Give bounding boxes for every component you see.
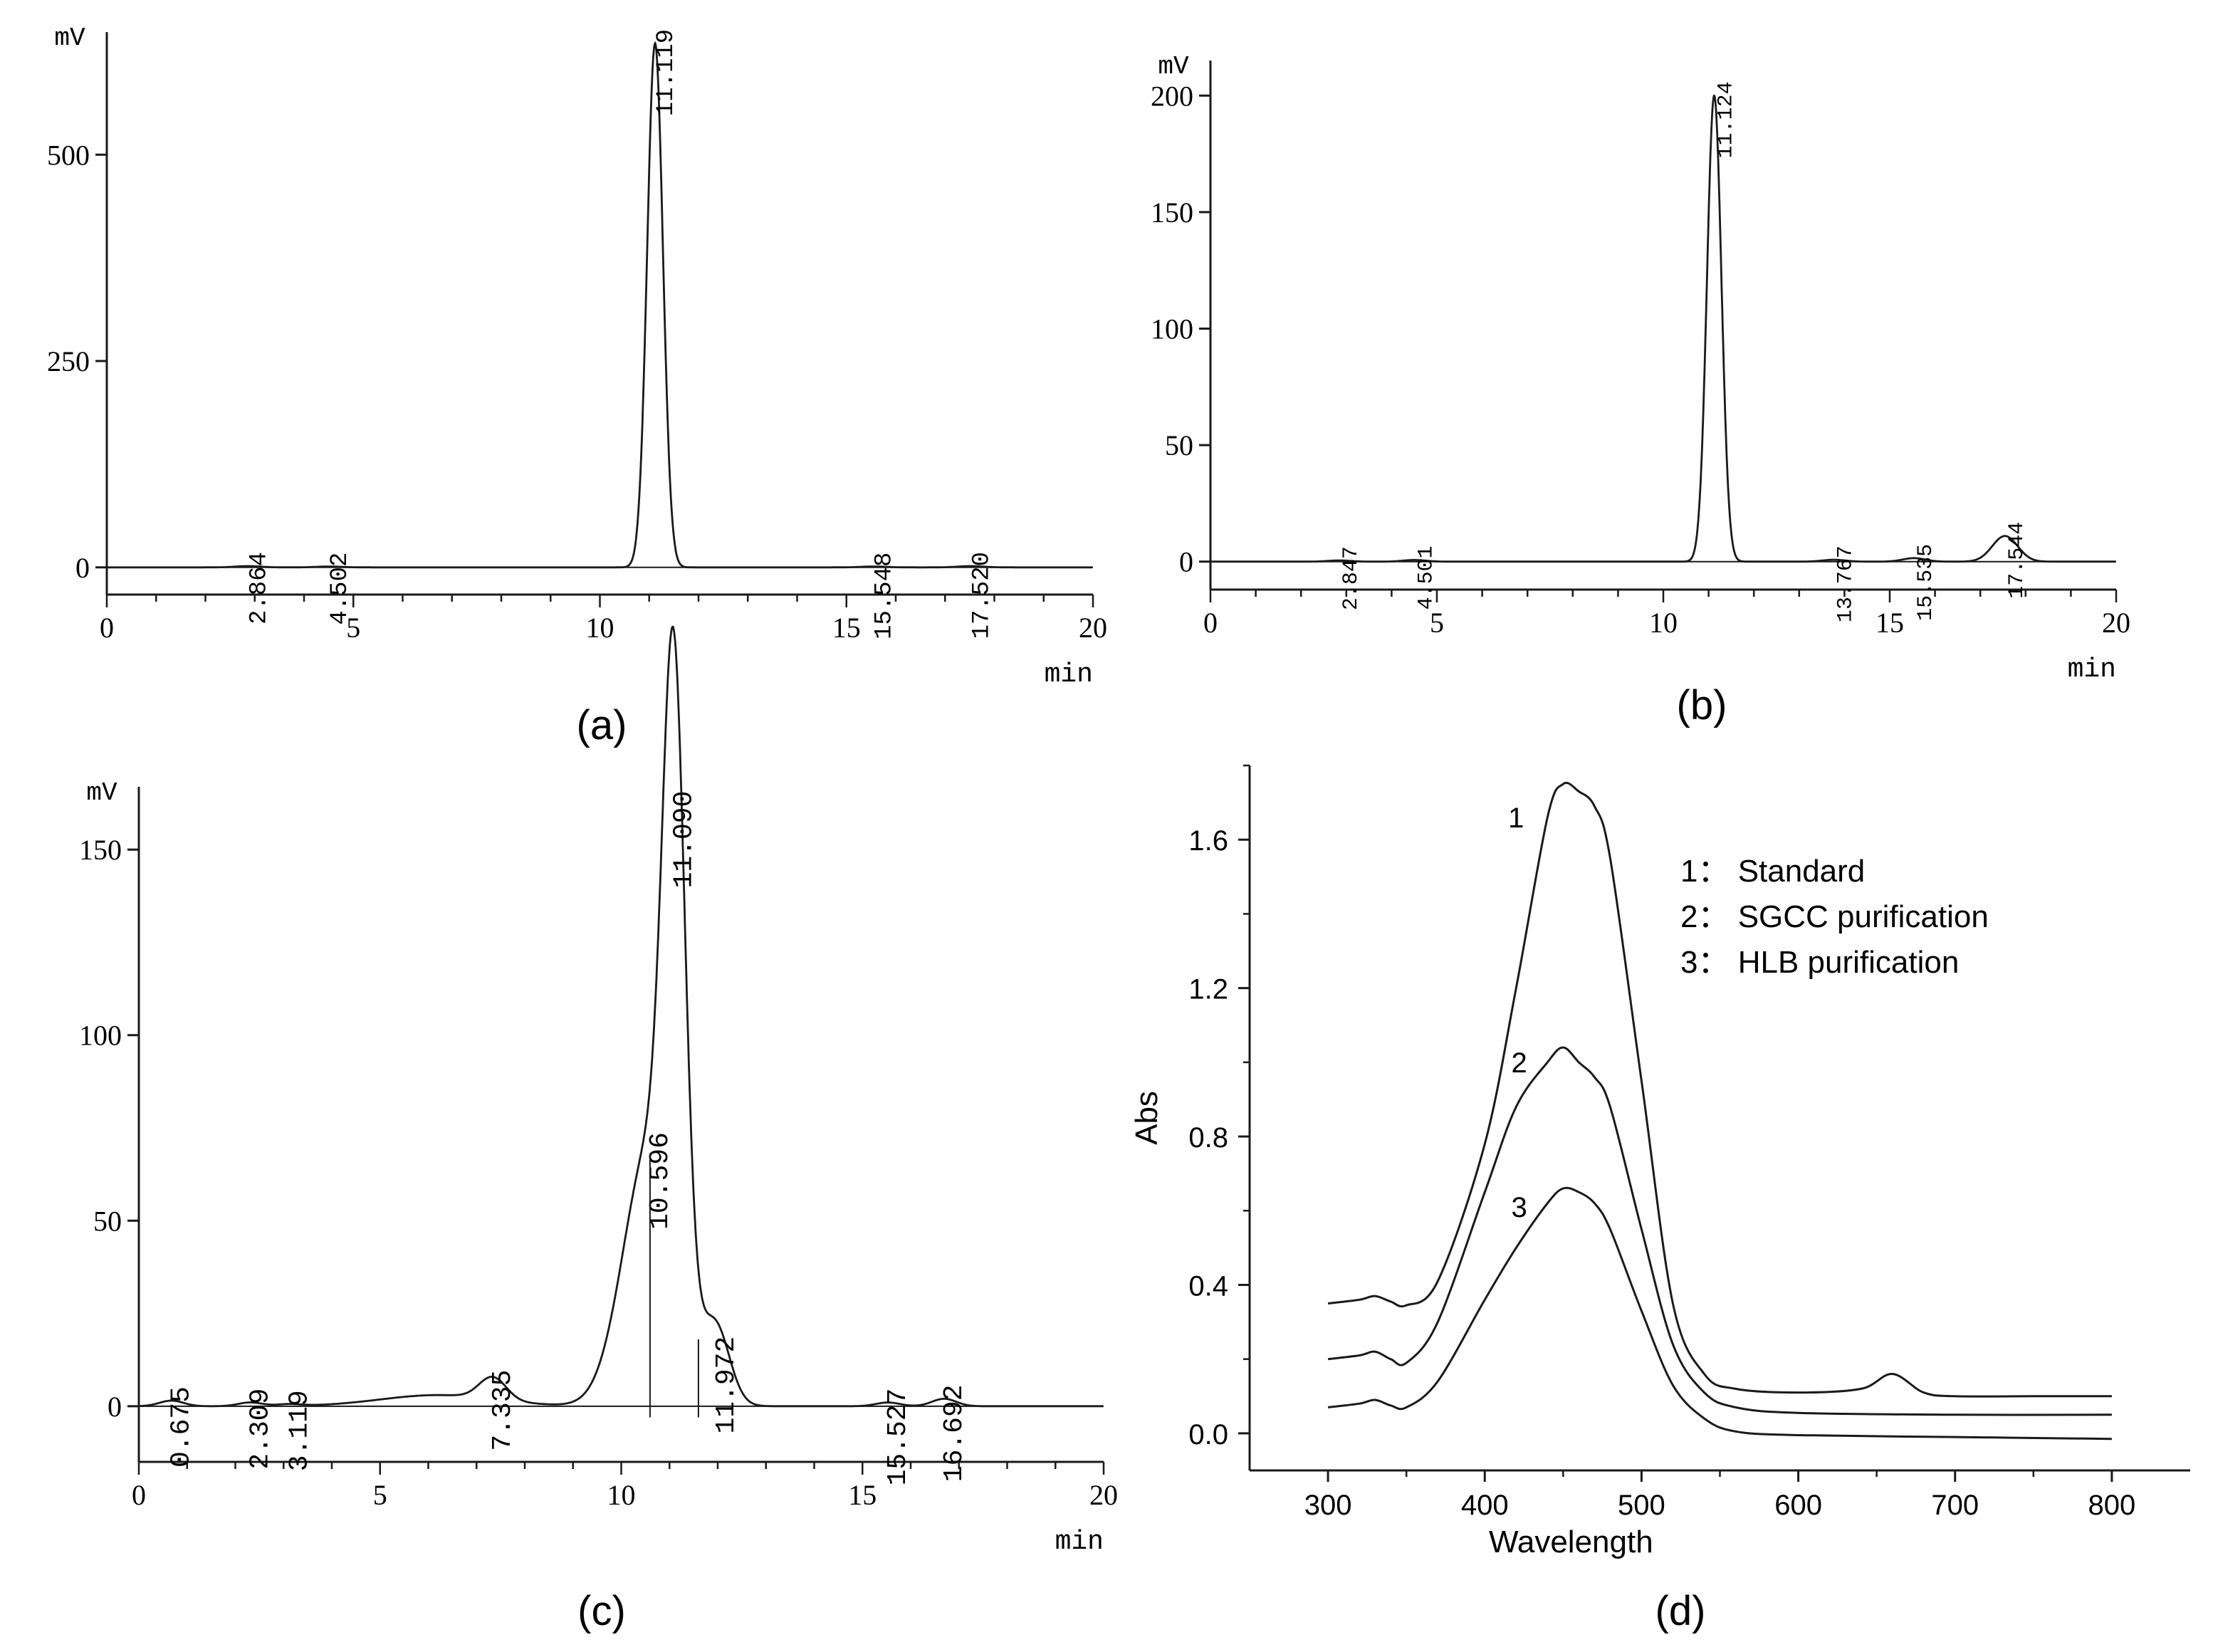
panel-c: (c) 0 50 100 150 0 5 10 15 20 mV min 0.675 2.309 3.11… bbox=[79, 625, 1118, 1634]
y-tick-label: 1.2 bbox=[1188, 974, 1228, 1005]
signal-trace bbox=[107, 41, 1093, 569]
y-tick-label: 150 bbox=[79, 834, 122, 866]
peak-label: 2.847 bbox=[1339, 546, 1364, 610]
x-tick-label: 700 bbox=[1931, 1490, 1979, 1521]
peak-label: 15.535 bbox=[1914, 544, 1938, 621]
y-axis-label: mV bbox=[86, 778, 117, 807]
y-tick-label: 50 bbox=[1165, 429, 1193, 461]
x-tick-label: 20 bbox=[1089, 1479, 1118, 1511]
x-tick-label: 600 bbox=[1774, 1490, 1822, 1521]
peak-label: 17.544 bbox=[2005, 522, 2029, 599]
peak-label: 11.972 bbox=[711, 1337, 742, 1434]
panel-label-a: (a) bbox=[577, 702, 627, 748]
x-tick-label: 5 bbox=[373, 1479, 387, 1511]
x-tick-label: 10 bbox=[1649, 607, 1678, 639]
peak-label: 15.548 bbox=[872, 553, 899, 639]
y-tick-label: 200 bbox=[1151, 80, 1193, 112]
x-axis-label: min bbox=[2068, 654, 2116, 685]
y-tick-label: 0 bbox=[1179, 546, 1193, 578]
y-axis-label: Abs bbox=[1129, 1091, 1164, 1145]
x-tick-label: 15 bbox=[848, 1479, 877, 1511]
x-tick-label: 15 bbox=[1875, 607, 1904, 639]
y-axis-label: mV bbox=[1158, 52, 1189, 81]
y-axis-label: mV bbox=[54, 23, 85, 53]
x-tick-label: 500 bbox=[1618, 1490, 1665, 1521]
x-tick-label: 20 bbox=[2102, 607, 2130, 639]
y-tick-label: 0 bbox=[108, 1391, 122, 1423]
y-tick-label: 50 bbox=[93, 1205, 122, 1237]
peak-label: 2.864 bbox=[246, 552, 273, 624]
x-tick-label: 20 bbox=[1079, 612, 1107, 644]
x-tick-label: 300 bbox=[1304, 1490, 1352, 1521]
y-tick-label: 100 bbox=[79, 1020, 122, 1052]
y-tick-label: 0.0 bbox=[1188, 1419, 1228, 1450]
panel-label-b: (b) bbox=[1677, 682, 1727, 728]
x-tick-label: 5 bbox=[1430, 607, 1444, 639]
curve-label: 1 bbox=[1508, 803, 1524, 834]
peak-label: 7.335 bbox=[488, 1370, 518, 1451]
x-axis-label: min bbox=[1055, 1527, 1104, 1557]
panel-a: (a) 0 250 500 0 5 10 15 20 mV min 2.864 4.502 11.119… bbox=[47, 23, 1107, 748]
y-tick-label: 0.8 bbox=[1188, 1122, 1228, 1154]
panel-d: (d) 1： Standard 2： SGCC purification 3： … bbox=[1129, 764, 2190, 1634]
x-tick-label: 10 bbox=[607, 1479, 636, 1511]
peak-label: 0.675 bbox=[167, 1386, 197, 1468]
panel-label-c: (c) bbox=[577, 1588, 626, 1634]
peak-label: 2.309 bbox=[245, 1389, 276, 1470]
peak-label: 4.502 bbox=[327, 553, 354, 625]
panel-label-d: (d) bbox=[1655, 1588, 1706, 1634]
peak-label: 15.527 bbox=[883, 1389, 914, 1486]
peak-label: 17.520 bbox=[968, 552, 995, 639]
series-line-2 bbox=[1327, 1046, 2112, 1416]
x-tick-label: 0 bbox=[100, 612, 114, 644]
x-axis-label: min bbox=[1045, 659, 1093, 690]
legend-item-hlb: 3： HLB purification bbox=[1680, 945, 1959, 980]
curve-label: 2 bbox=[1512, 1047, 1527, 1079]
y-tick-label: 0 bbox=[75, 552, 90, 584]
y-tick-label: 0.4 bbox=[1188, 1270, 1228, 1302]
peak-label: 13.767 bbox=[1834, 545, 1858, 622]
x-tick-label: 0 bbox=[132, 1479, 146, 1511]
x-tick-label: 0 bbox=[1203, 607, 1218, 639]
y-tick-label: 100 bbox=[1151, 313, 1193, 345]
y-tick-label: 1.6 bbox=[1188, 825, 1228, 857]
x-tick-label: 800 bbox=[2088, 1490, 2136, 1521]
series-line-1 bbox=[1327, 781, 2112, 1398]
y-tick-label: 250 bbox=[47, 345, 90, 377]
legend: 1： Standard 2： SGCC purification 3： HLB … bbox=[1680, 854, 1989, 980]
peak-label: 11.124 bbox=[1715, 81, 1739, 158]
y-tick-label: 150 bbox=[1151, 197, 1193, 229]
x-tick-label: 400 bbox=[1461, 1490, 1509, 1521]
peak-label: 3.119 bbox=[284, 1390, 315, 1471]
signal-trace bbox=[139, 625, 1104, 1408]
signal-trace bbox=[1210, 94, 2116, 563]
x-axis-label: Wavelength bbox=[1489, 1525, 1653, 1559]
x-tick-label: 5 bbox=[346, 612, 360, 644]
panel-b: (b) 0 50 100 150 200 0 5 10 15 20 mV min 2.847 4.501 1… bbox=[1151, 52, 2130, 728]
peak-label: 4.501 bbox=[1414, 545, 1438, 610]
peak-label: 11.119 bbox=[653, 29, 680, 116]
curve-label: 3 bbox=[1512, 1192, 1527, 1223]
x-tick-label: 10 bbox=[586, 612, 614, 644]
legend-item-sgcc: 2： SGCC purification bbox=[1680, 899, 1989, 934]
peak-label: 16.692 bbox=[939, 1384, 970, 1482]
x-tick-label: 15 bbox=[832, 612, 861, 644]
peak-label: 11.090 bbox=[669, 791, 699, 889]
series-line-3 bbox=[1327, 1186, 2112, 1441]
legend-item-standard: 1： Standard bbox=[1680, 854, 1865, 889]
y-tick-label: 500 bbox=[47, 139, 90, 171]
